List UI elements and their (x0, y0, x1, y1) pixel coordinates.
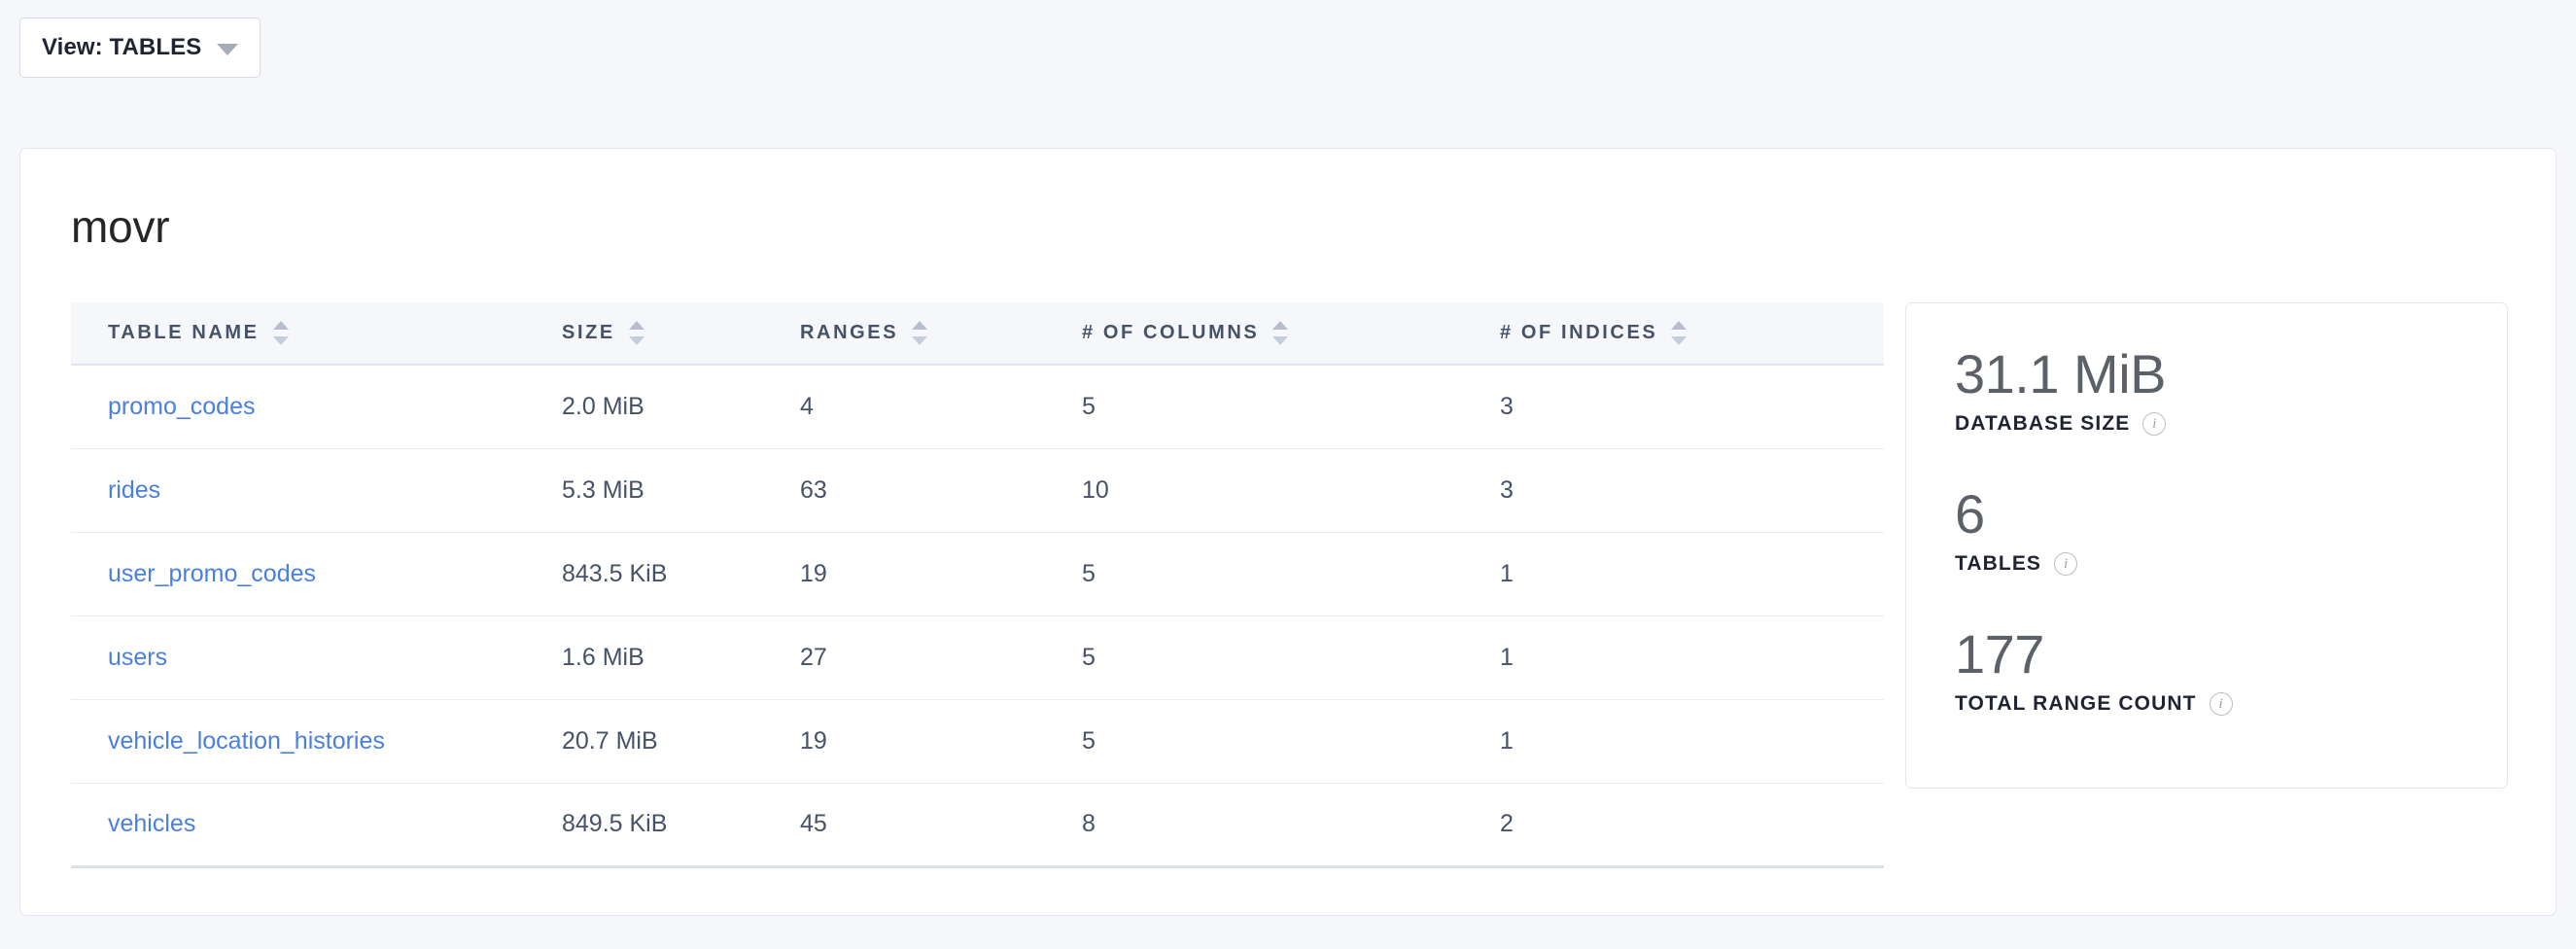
sort-toggle-number-of-indices[interactable] (1671, 321, 1688, 345)
cell-size: 849.5 KiB (562, 783, 800, 868)
cell-table-name: rides (71, 448, 562, 533)
sort-toggle-ranges[interactable] (912, 321, 928, 345)
cell-size: 2.0 MiB (562, 365, 800, 449)
tables-table: Table Name Size (71, 302, 1884, 868)
cell-indices: 1 (1500, 615, 1884, 700)
sort-descending-icon (912, 336, 928, 345)
table-row: promo_codes 2.0 MiB 4 5 3 (71, 365, 1884, 449)
column-header-number-of-indices[interactable]: # of Indices (1500, 302, 1884, 366)
cell-columns: 5 (1082, 615, 1500, 700)
cell-table-name: vehicles (71, 783, 562, 868)
table-name-link[interactable]: promo_codes (108, 392, 256, 420)
sort-descending-icon (1671, 336, 1688, 345)
column-header-label: Table Name (108, 322, 260, 343)
cell-table-name: vehicle_location_histories (71, 699, 562, 784)
cell-indices: 3 (1500, 365, 1884, 449)
view-select-label: View: TABLES (42, 34, 202, 60)
table-name-link[interactable]: vehicles (108, 810, 196, 837)
cell-ranges: 19 (800, 532, 1082, 616)
sort-toggle-number-of-columns[interactable] (1272, 321, 1289, 345)
cell-columns: 5 (1082, 532, 1500, 616)
stat-label: Tables (1955, 552, 2042, 576)
stat-total-range-count: 177 Total Range Count i (1955, 623, 2507, 717)
cell-indices: 2 (1500, 783, 1884, 868)
table-name-link[interactable]: rides (108, 475, 161, 504)
info-icon[interactable]: i (2054, 552, 2078, 577)
info-icon[interactable]: i (2209, 692, 2233, 717)
table-name-link[interactable]: user_promo_codes (108, 559, 317, 587)
sort-descending-icon (272, 336, 289, 345)
cell-indices: 3 (1500, 448, 1884, 533)
table-row: vehicles 849.5 KiB 45 8 2 (71, 783, 1884, 868)
cell-ranges: 19 (800, 699, 1082, 784)
cell-size: 843.5 KiB (562, 532, 800, 616)
sort-toggle-size[interactable] (628, 321, 644, 345)
cell-size: 5.3 MiB (562, 448, 800, 533)
stat-value: 177 (1955, 623, 2044, 685)
sort-toggle-table-name[interactable] (272, 321, 289, 345)
cell-ranges: 63 (800, 448, 1082, 533)
view-select-dropdown[interactable]: View: TABLES (19, 18, 261, 78)
cell-size: 20.7 MiB (562, 699, 800, 784)
database-card: movr Table Name (19, 148, 2557, 916)
sort-descending-icon (628, 336, 644, 345)
sort-ascending-icon (628, 321, 644, 330)
table-row: vehicle_location_histories 20.7 MiB 19 5… (71, 699, 1884, 784)
cell-columns: 5 (1082, 365, 1500, 449)
column-header-number-of-columns[interactable]: # of Columns (1082, 302, 1500, 366)
cell-size: 1.6 MiB (562, 615, 800, 700)
cell-indices: 1 (1500, 699, 1884, 784)
table-row: rides 5.3 MiB 63 10 3 (71, 448, 1884, 533)
sort-ascending-icon (912, 321, 928, 330)
column-header-label: # of Columns (1082, 322, 1260, 343)
stat-label: Total Range Count (1955, 692, 2197, 716)
table-name-link[interactable]: vehicle_location_histories (108, 726, 385, 755)
stat-database-size: 31.1 MiB Database Size i (1955, 343, 2507, 437)
table-header-row: Table Name Size (71, 302, 1884, 366)
info-icon[interactable]: i (2142, 412, 2167, 437)
stat-tables: 6 Tables i (1955, 483, 2507, 577)
column-header-label: Size (562, 322, 615, 343)
cell-columns: 8 (1082, 783, 1500, 868)
column-header-table-name[interactable]: Table Name (71, 302, 562, 366)
stat-value: 31.1 MiB (1955, 343, 2167, 404)
cell-columns: 5 (1082, 699, 1500, 784)
sort-descending-icon (1272, 336, 1289, 345)
table-row: user_promo_codes 843.5 KiB 19 5 1 (71, 532, 1884, 616)
cell-ranges: 4 (800, 365, 1082, 449)
cell-columns: 10 (1082, 448, 1500, 533)
sort-ascending-icon (1272, 321, 1289, 330)
database-summary-panel: 31.1 MiB Database Size i 6 Tables i 177 (1905, 302, 2508, 789)
chevron-down-icon (217, 43, 239, 55)
column-header-label: Ranges (800, 322, 899, 343)
cell-table-name: users (71, 615, 562, 700)
stat-label: Database Size (1955, 412, 2131, 436)
stat-value: 6 (1955, 483, 1985, 545)
cell-ranges: 45 (800, 783, 1082, 868)
table-body: promo_codes 2.0 MiB 4 5 3 rides 5.3 MiB (71, 365, 1884, 868)
column-header-size[interactable]: Size (562, 302, 800, 366)
table-header: Table Name Size (71, 302, 1884, 366)
table-row: users 1.6 MiB 27 5 1 (71, 615, 1884, 700)
sort-ascending-icon (272, 321, 289, 330)
database-name-title: movr (71, 201, 170, 252)
table-name-link[interactable]: users (108, 643, 168, 671)
cell-table-name: user_promo_codes (71, 532, 562, 616)
toolbar: View: TABLES (19, 18, 261, 78)
column-header-label: # of Indices (1500, 322, 1658, 343)
tables-table-wrapper: Table Name Size (71, 302, 1884, 868)
cell-ranges: 27 (800, 615, 1082, 700)
sort-ascending-icon (1671, 321, 1688, 330)
card-content-row: Table Name Size (20, 302, 2556, 868)
cell-indices: 1 (1500, 532, 1884, 616)
column-header-ranges[interactable]: Ranges (800, 302, 1082, 366)
cell-table-name: promo_codes (71, 365, 562, 449)
